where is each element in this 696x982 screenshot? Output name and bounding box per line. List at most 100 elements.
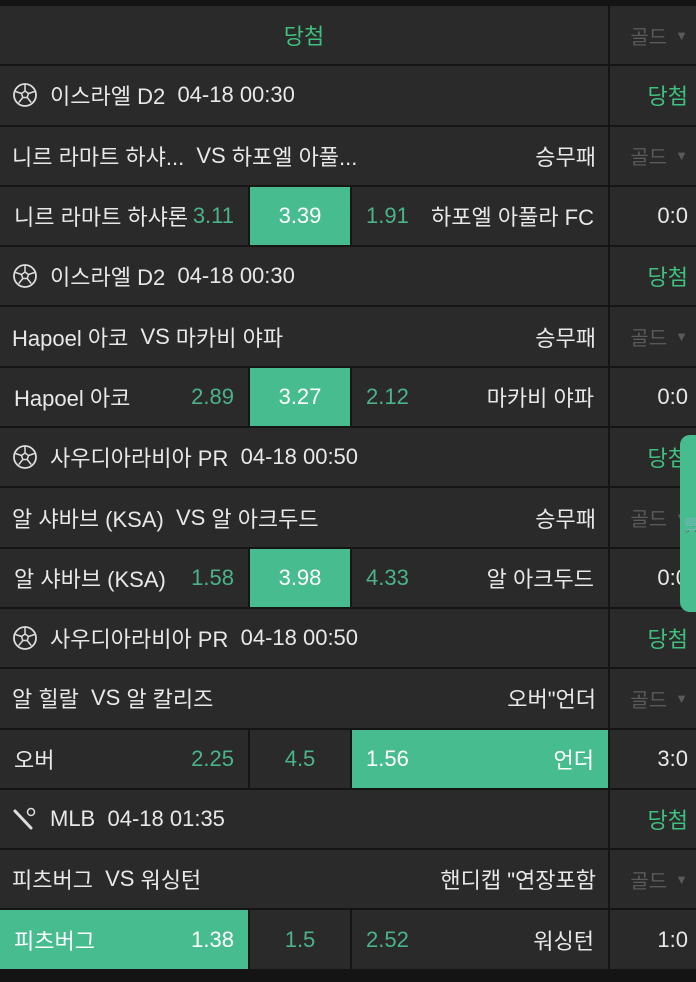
home-odds-button[interactable]: 오버 2.25 — [0, 729, 250, 788]
away-odds-button[interactable]: 4.33 알 아크두드 — [352, 548, 608, 607]
home-name: 알 샤바브 (KSA) — [14, 566, 166, 592]
match-time: 04-18 00:50 — [240, 444, 359, 470]
home-team: 알 힐랄 — [12, 687, 79, 713]
chevron-down-icon: ▼ — [675, 871, 688, 887]
market-type: 승무패 — [535, 325, 596, 351]
away-name: 워싱턴 — [533, 928, 594, 954]
draw-odd: 1.5 — [284, 926, 316, 952]
match-title-row: Hapoel 아코 VS 마카비 야파 승무패 골드 ▼ — [0, 307, 696, 368]
market-type: 승무패 — [535, 506, 596, 532]
home-team: 피츠버그 — [12, 868, 93, 894]
away-name: 하포엘 아풀라 FC — [431, 205, 594, 231]
chevron-down-icon: ▼ — [675, 148, 688, 164]
league-row: 사우디아라비아 PR 04-18 00:50 당첨 — [0, 608, 696, 670]
away-team: 마카비 야파 — [175, 325, 284, 351]
header-title: 당첨 — [283, 24, 325, 50]
home-odd: 3.11 — [192, 203, 234, 229]
vs-label: VS — [105, 866, 135, 892]
away-name: 알 아크두드 — [486, 566, 594, 592]
home-odds-button[interactable]: 피츠버그 1.38 — [0, 910, 250, 969]
home-team: 니르 라마트 하샤... — [12, 144, 185, 170]
draw-odds-button[interactable]: 3.27 — [250, 367, 352, 427]
match-time: 04-18 01:35 — [107, 806, 225, 831]
home-name: Hapoel 아코 — [14, 385, 131, 411]
away-odd: 1.91 — [366, 203, 409, 229]
league-row: MLB 04-18 01:35 당첨 — [0, 789, 696, 851]
league-name: 사우디아라비아 PR — [50, 627, 229, 653]
away-odds-button[interactable]: 2.52 워싱턴 — [352, 910, 608, 969]
home-odd: 2.25 — [191, 745, 234, 771]
odds-row: Hapoel 아코 2.89 3.27 2.12 마카비 야파 0:0 — [0, 367, 696, 429]
market-type: 오버"언더 — [507, 687, 596, 713]
away-team: 알 아크두드 — [211, 506, 319, 532]
soccer-ball-icon — [12, 263, 38, 289]
draw-odds-button[interactable]: 1.5 — [250, 910, 352, 969]
header-row: 당첨 골드 ▼ — [0, 6, 696, 67]
cart-tab[interactable]: 🛒 — [680, 435, 696, 612]
away-odds-button[interactable]: 1.56 언더 — [352, 729, 608, 788]
odds-row: 알 샤바브 (KSA) 1.58 3.98 4.33 알 아크두드 0:0 — [0, 548, 696, 609]
away-team: 알 칼리즈 — [126, 687, 214, 713]
league-row: 사우디아라비아 PR 04-18 00:50 당첨 — [0, 428, 696, 489]
away-odd: 4.33 — [366, 564, 409, 590]
odds-row: 피츠버그 1.38 1.5 2.52 워싱턴 1:0 — [0, 910, 696, 971]
home-odd: 1.58 — [191, 564, 234, 590]
match-title-row: 알 힐랄 VS 알 칼리즈 오버"언더 골드 ▼ — [0, 669, 696, 730]
gold-dropdown[interactable]: 골드▼ — [610, 126, 696, 185]
away-odd: 2.52 — [366, 926, 409, 952]
baseball-bat-icon — [12, 806, 38, 832]
home-name: 오버 — [14, 747, 55, 773]
gold-dropdown[interactable]: 골드▼ — [610, 669, 696, 728]
away-odd: 1.56 — [366, 745, 409, 771]
score: 3:0 — [657, 745, 688, 771]
away-team: 하포엘 아풀... — [231, 144, 358, 170]
away-odd: 2.12 — [366, 383, 409, 409]
chevron-down-icon: ▼ — [675, 329, 688, 345]
market-type: 핸디캡 "연장포함 — [440, 868, 596, 894]
away-team: 워싱턴 — [140, 868, 202, 894]
match-time: 04-18 00:30 — [177, 82, 295, 108]
home-odds-button[interactable]: Hapoel 아코 2.89 — [0, 367, 250, 427]
match-title-row: 니르 라마트 하샤... VS 하포엘 아풀... 승무패 골드 ▼ — [0, 126, 696, 187]
home-name: 니르 라마트 하샤론 — [14, 205, 189, 231]
draw-odd: 3.39 — [278, 203, 322, 229]
home-odds-button[interactable]: 니르 라마트 하샤론 3.11 — [0, 186, 250, 246]
league-name: 사우디아라비아 PR — [50, 446, 229, 472]
score: 0:0 — [657, 203, 688, 229]
market-type: 승무패 — [535, 144, 596, 170]
match-time: 04-18 00:30 — [177, 263, 295, 289]
draw-odds-button[interactable]: 4.5 — [250, 729, 352, 788]
away-name: 마카비 야파 — [486, 385, 594, 411]
league-name: MLB — [50, 806, 96, 831]
league-name: 이스라엘 D2 — [50, 84, 166, 110]
gold-dropdown[interactable]: 골드▼ — [610, 850, 696, 909]
score: 0:0 — [657, 383, 688, 409]
match-time: 04-18 00:50 — [240, 625, 359, 651]
soccer-ball-icon — [12, 625, 38, 651]
home-name: 피츠버그 — [14, 928, 95, 954]
draw-odds-button[interactable]: 3.98 — [250, 548, 352, 607]
draw-odd: 3.27 — [278, 383, 322, 409]
status-badge: 당첨 — [647, 627, 688, 653]
status-badge: 당첨 — [647, 808, 688, 833]
match-title-row: 피츠버그 VS 워싱턴 핸디캡 "연장포함 골드 ▼ — [0, 850, 696, 911]
gold-dropdown[interactable]: 골드▼ — [610, 6, 696, 65]
odds-row: 오버 2.25 4.5 1.56 언더 3:0 — [0, 729, 696, 790]
home-odds-button[interactable]: 알 샤바브 (KSA) 1.58 — [0, 548, 250, 607]
draw-odds-button[interactable]: 3.39 — [250, 186, 352, 246]
away-odds-button[interactable]: 2.12 마카비 야파 — [352, 367, 608, 427]
chevron-down-icon: ▼ — [675, 27, 688, 43]
league-row: 이스라엘 D2 04-18 00:30 당첨 — [0, 66, 696, 127]
draw-odd: 4.5 — [284, 745, 316, 771]
status-badge: 당첨 — [647, 84, 688, 110]
gold-dropdown[interactable]: 골드▼ — [610, 307, 696, 366]
draw-odd: 3.98 — [278, 564, 322, 590]
soccer-ball-icon — [12, 82, 38, 108]
status-badge: 당첨 — [647, 265, 688, 291]
home-odd: 1.38 — [191, 926, 234, 952]
away-odds-button[interactable]: 1.91 하포엘 아풀라 FC — [352, 186, 608, 246]
home-odd: 2.89 — [191, 383, 234, 409]
cart-icon: 🛒 — [684, 515, 696, 533]
vs-label: VS — [175, 504, 206, 530]
